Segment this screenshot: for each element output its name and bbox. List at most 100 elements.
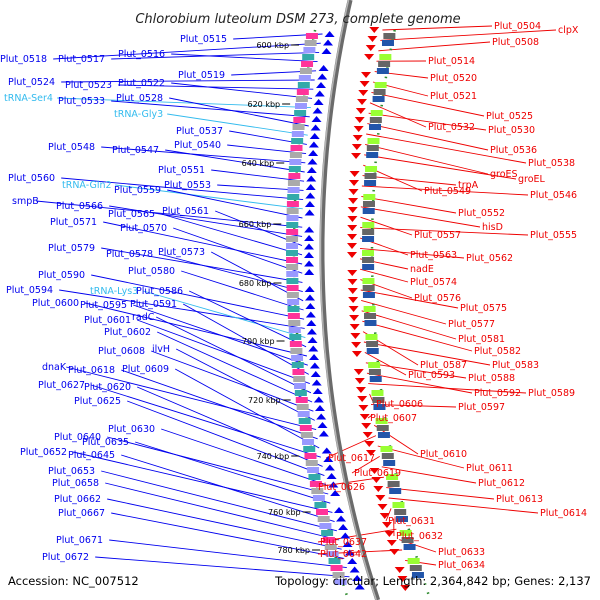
reverse-cog-block (392, 502, 405, 508)
forward-cog-block (286, 201, 299, 207)
kbp-tick-label: 680 kbp (239, 279, 272, 288)
forward-gene-arrow (305, 303, 316, 309)
reverse-gene-arrow (384, 531, 395, 537)
forward-gene-label: Plut_0595 (80, 300, 127, 311)
forward-cog-block (305, 33, 318, 39)
forward-gene-arrow (317, 73, 328, 80)
forward-gene-arrow (330, 490, 341, 496)
forward-gene-label: smpB (12, 196, 39, 207)
reverse-cog-block (372, 397, 385, 403)
forward-cog-block (332, 572, 345, 578)
forward-gene-arrow (304, 226, 315, 233)
reverse-gene-arrow (347, 243, 358, 249)
forward-gene-label: dnaK (42, 362, 67, 373)
reverse-label-connector (366, 372, 473, 394)
reverse-cog-block (364, 173, 377, 179)
reverse-cog-block (362, 292, 375, 298)
forward-gene-label: Plut_0528 (116, 93, 163, 104)
forward-label-connector (73, 451, 333, 513)
reverse-gene-arrow (349, 324, 360, 330)
forward-gene-arrow (304, 269, 315, 275)
forward-cog-block (288, 327, 301, 333)
forward-gene-arrow (340, 532, 351, 539)
forward-cog-block (296, 404, 309, 410)
forward-gene-label: Plut_0662 (54, 494, 101, 505)
kbp-tick-label: 640 kbp (242, 159, 275, 168)
forward-gene-arrow (338, 524, 349, 530)
forward-cog-block (286, 257, 299, 263)
reverse-cog-block (368, 369, 381, 375)
reverse-gene-label: Plut_0546 (530, 190, 577, 201)
forward-gene-arrow (308, 150, 319, 156)
reverse-cog-block (383, 33, 396, 39)
forward-gene-label: tRNA-Gln2 (62, 180, 112, 191)
forward-label-connector (118, 84, 314, 90)
reverse-cog-block (409, 565, 422, 571)
reverse-gene-label: Plut_0632 (396, 531, 443, 542)
reverse-cog-block (362, 285, 375, 291)
forward-gene-label: tRNA-Gly3 (114, 109, 163, 120)
forward-gene-arrow (304, 260, 315, 267)
forward-cog-block (291, 138, 304, 144)
forward-cog-block (317, 516, 330, 522)
reverse-gene-arrow (347, 225, 358, 231)
reverse-gene-label: Plut_0574 (410, 277, 457, 288)
reverse-cog-block (369, 117, 382, 123)
forward-gene-label: Plut_0653 (48, 466, 95, 477)
forward-cog-block (286, 215, 299, 221)
forward-gene-arrow (321, 447, 332, 454)
forward-gene-arrow (336, 515, 347, 522)
reverse-gene-arrow (354, 117, 365, 123)
forward-label-connector (161, 213, 303, 256)
reverse-gene-arrow (375, 495, 386, 501)
reverse-cog-block (381, 40, 394, 46)
forward-cog-block (296, 89, 309, 95)
forward-gene-arrow (305, 311, 316, 318)
reverse-gene-arrow (361, 72, 372, 78)
reverse-cog-block (362, 236, 375, 242)
reverse-label-connector (364, 352, 407, 376)
forward-gene-arrow (311, 379, 322, 386)
forward-label-connector (115, 184, 303, 210)
reverse-cog-block (363, 306, 376, 312)
forward-gene-arrow (318, 430, 329, 437)
forward-gene-arrow (349, 566, 360, 573)
forward-label-connector (171, 53, 318, 63)
reverse-gene-label: Plut_0504 (494, 21, 541, 32)
reverse-gene-arrow (348, 198, 359, 204)
forward-cog-block (290, 145, 303, 151)
reverse-gene-arrow (355, 108, 366, 114)
forward-cog-block (287, 180, 300, 186)
reverse-gene-arrow (365, 450, 376, 456)
forward-cog-block (300, 432, 313, 438)
forward-gene-arrow (334, 507, 345, 513)
kbp-tick-label: 600 kbp (256, 41, 289, 50)
forward-gene-arrow (318, 65, 329, 71)
forward-cog-block (295, 397, 308, 403)
forward-label-connector (107, 436, 329, 495)
forward-gene-arrow (304, 286, 315, 292)
forward-gene-arrow (304, 201, 315, 207)
forward-gene-label: radC (132, 312, 155, 323)
reverse-gene-arrow (381, 522, 392, 528)
forward-gene-label: Plut_0561 (162, 206, 209, 217)
forward-label-connector (174, 368, 320, 449)
reverse-label-connector (386, 487, 495, 500)
forward-label-connector (151, 350, 314, 412)
forward-gene-arrow (323, 456, 334, 462)
reverse-gene-arrow (394, 567, 405, 573)
reverse-gene-label: Plut_0588 (468, 373, 515, 384)
reverse-gene-arrow (347, 270, 358, 276)
forward-cog-block (286, 222, 299, 228)
forward-gene-label: Plut_0580 (128, 266, 175, 277)
forward-label-connector (85, 302, 308, 357)
reverse-gene-label: Plut_0530 (488, 125, 535, 136)
forward-label-connector (189, 290, 307, 348)
forward-cog-block (316, 509, 329, 515)
reverse-gene-arrow (349, 171, 360, 177)
label-connector-lines (36, 25, 557, 578)
reverse-gene-arrow (347, 234, 358, 240)
forward-gene-label: Plut_0601 (84, 315, 131, 326)
reverse-gene-label: Plut_0514 (428, 56, 475, 67)
forward-cog-block (322, 537, 335, 543)
